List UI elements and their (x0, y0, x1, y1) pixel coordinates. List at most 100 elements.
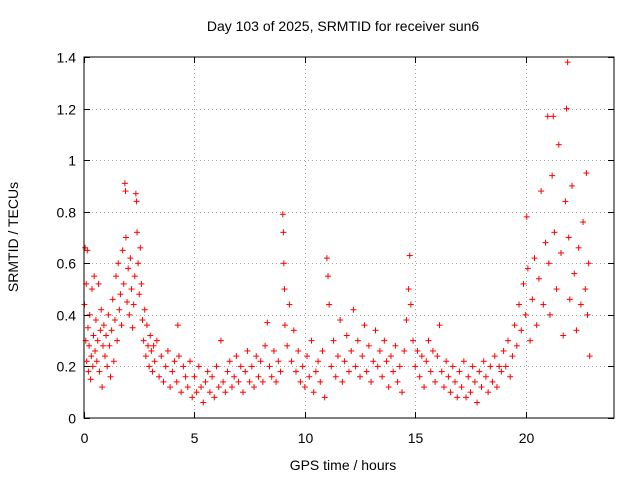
data-point (368, 378, 375, 385)
data-point (242, 368, 249, 375)
data-point (173, 378, 180, 385)
data-point (109, 296, 116, 303)
data-point (98, 306, 105, 313)
data-point (164, 347, 171, 354)
data-point (129, 324, 136, 331)
data-point (288, 358, 295, 365)
data-point (257, 358, 264, 365)
data-point (332, 373, 339, 380)
data-point (310, 389, 317, 396)
data-point (135, 260, 142, 267)
data-point (563, 105, 570, 112)
data-point (268, 373, 275, 380)
data-point (117, 291, 124, 298)
data-point (317, 378, 324, 385)
data-point (480, 358, 487, 365)
x-tick-label: 15 (408, 430, 424, 446)
data-point (125, 265, 132, 272)
data-point (217, 337, 224, 344)
data-point (93, 358, 100, 365)
data-point (198, 384, 205, 391)
data-point (487, 363, 494, 370)
data-point (429, 347, 436, 354)
data-point (469, 363, 476, 370)
data-point (491, 353, 498, 360)
data-point (200, 399, 207, 406)
data-point (228, 384, 235, 391)
data-point (523, 213, 530, 220)
y-tick-label: 0.8 (57, 205, 77, 221)
data-point (394, 378, 401, 385)
data-point (580, 219, 587, 226)
data-point (281, 286, 288, 293)
data-point (95, 280, 102, 287)
data-point (555, 141, 562, 148)
data-point (361, 322, 368, 329)
axis-ticks: 0 0.2 0.4 0.6 0.8 1 1.2 1.4 0 5 10 15 20 (57, 50, 614, 446)
data-point (582, 286, 589, 293)
data-point (564, 59, 571, 66)
data-point (108, 327, 115, 334)
data-point (434, 353, 441, 360)
data-point (467, 389, 474, 396)
data-point (425, 337, 432, 344)
data-point (346, 368, 352, 375)
data-point (86, 311, 93, 318)
data-point (280, 260, 287, 267)
data-point (454, 394, 461, 401)
data-point (87, 376, 94, 383)
data-point (485, 389, 492, 396)
data-point (527, 337, 534, 344)
data-point (365, 342, 372, 349)
data-point (406, 252, 413, 259)
data-point (348, 347, 355, 354)
data-point (88, 286, 95, 293)
data-point (343, 332, 350, 339)
data-point (416, 373, 423, 380)
data-point (551, 229, 558, 236)
gridlines (84, 57, 614, 418)
data-point (224, 368, 231, 375)
data-point (405, 286, 412, 293)
data-point (180, 363, 187, 370)
data-point (357, 373, 364, 380)
data-point (264, 319, 271, 326)
x-tick-label: 20 (519, 430, 535, 446)
data-point (244, 347, 251, 354)
data-point (211, 394, 218, 401)
data-point (111, 317, 118, 324)
data-point (91, 273, 98, 280)
data-point (363, 368, 370, 375)
data-point (121, 180, 128, 187)
data-point (456, 368, 463, 375)
data-point (141, 306, 148, 313)
data-point (187, 358, 193, 365)
data-point (193, 389, 200, 396)
data-point (94, 337, 101, 344)
data-point (410, 337, 417, 344)
data-point (390, 368, 397, 375)
data-point (328, 363, 335, 370)
data-point (489, 378, 496, 385)
data-point (583, 170, 590, 177)
data-point (286, 301, 293, 308)
data-point (215, 384, 222, 391)
data-point (182, 373, 189, 380)
data-point (92, 347, 99, 354)
data-point (396, 363, 403, 370)
data-point (463, 394, 470, 401)
data-point (498, 368, 505, 375)
data-point (92, 317, 99, 324)
data-point (407, 301, 414, 308)
data-point (88, 353, 95, 360)
data-point (500, 347, 507, 354)
data-point (96, 368, 103, 375)
data-point (471, 378, 478, 385)
data-point (571, 270, 578, 277)
data-point (101, 353, 108, 360)
data-point (118, 322, 125, 329)
data-point (240, 389, 246, 396)
data-point (89, 363, 96, 370)
data-point (496, 363, 503, 370)
data-point (110, 358, 117, 365)
